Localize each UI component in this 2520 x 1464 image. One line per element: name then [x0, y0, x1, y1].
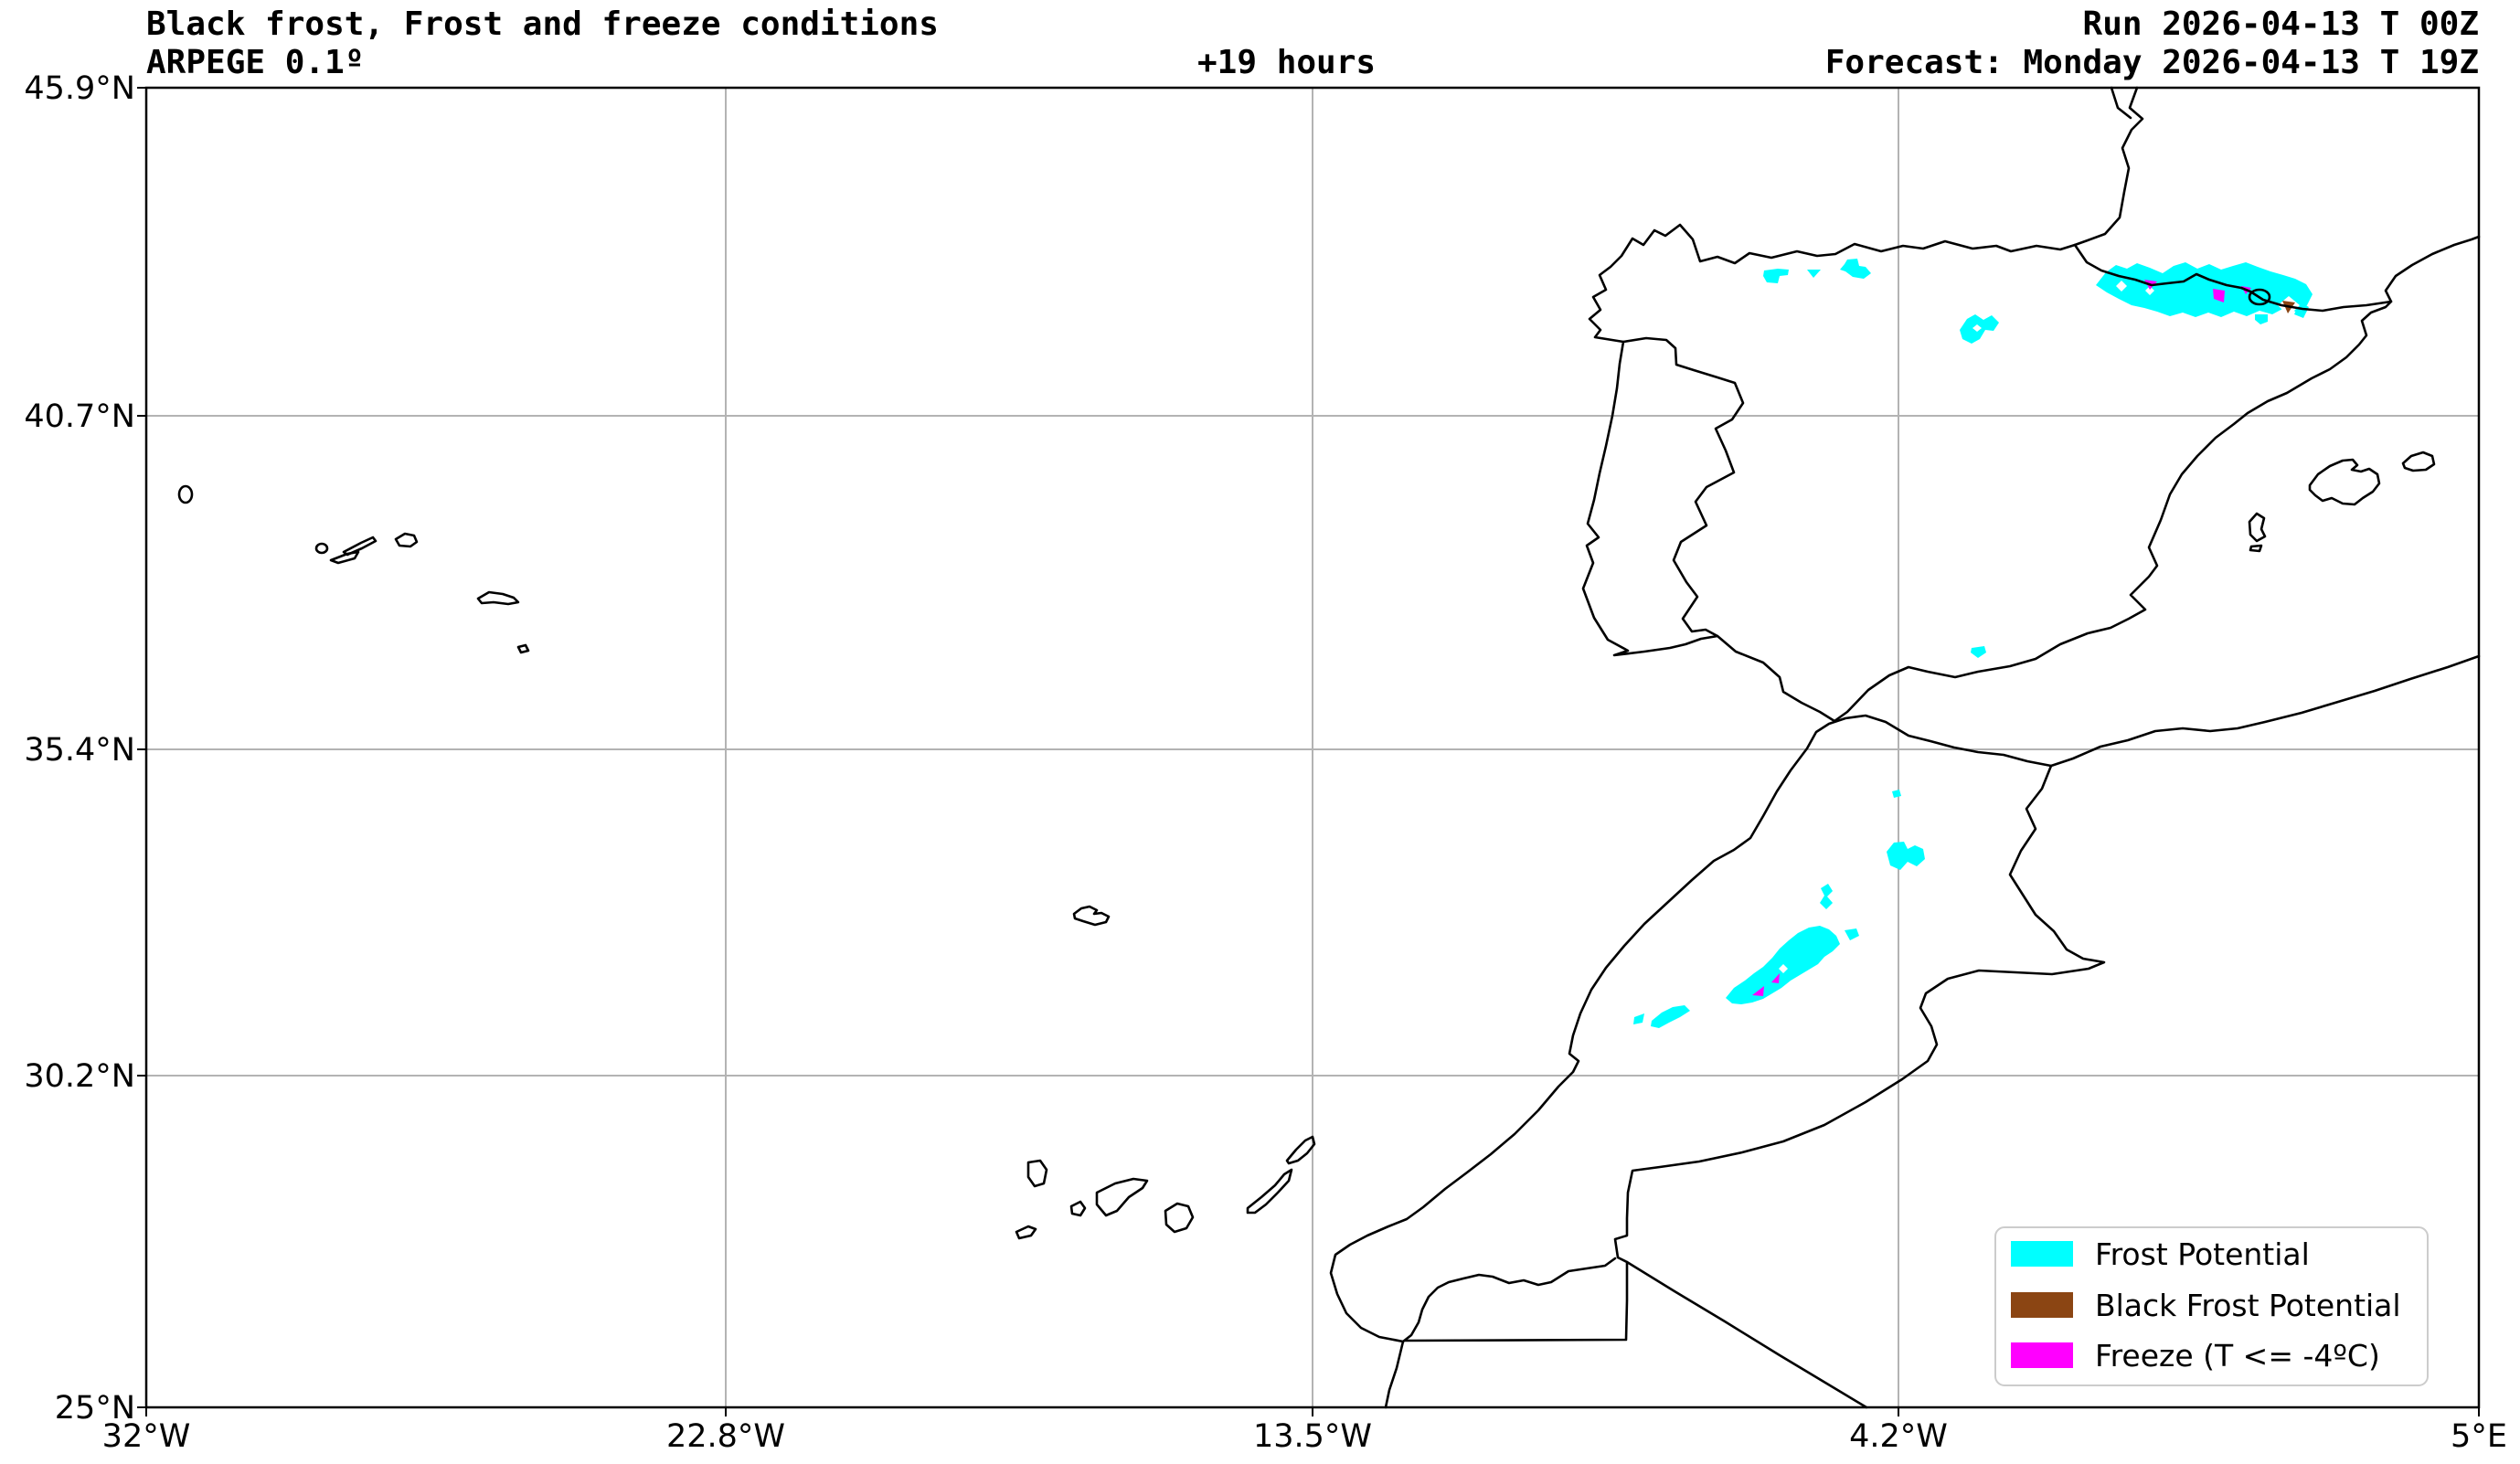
legend-swatch-black-frost: [2011, 1292, 2073, 1318]
island: [1246, 1168, 1293, 1215]
tick-marks: [137, 87, 2480, 1416]
frost-patch: [1971, 646, 1986, 658]
forecast-label: Forecast: Monday 2026-04-13 T 19Z: [1825, 44, 2479, 81]
x-tick-label: 32°W: [102, 1418, 191, 1455]
model-label: ARPEGE 0.1º: [146, 44, 364, 81]
island: [2249, 544, 2263, 553]
contour-hole: [1779, 964, 1788, 973]
legend-swatch-frost: [2011, 1241, 2073, 1267]
coastline-azores: [177, 484, 530, 654]
island: [177, 484, 194, 504]
island: [516, 643, 530, 654]
freeze-patch: [1752, 986, 1764, 996]
border-western-sahara: [1401, 1257, 1617, 1343]
border-spain-portugal: [1622, 336, 1745, 638]
freeze-patch: [2213, 289, 2225, 302]
island: [342, 536, 377, 557]
contour-holes: [1779, 281, 2300, 973]
x-tick-label: 13.5°W: [1253, 1418, 1372, 1455]
coastline-north-africa: [1329, 654, 2481, 1409]
lead-time-label: +19 hours: [1197, 44, 1376, 81]
y-tick-label: 35.4°N: [24, 732, 135, 769]
frost-patch: [1840, 259, 1871, 279]
border-morocco-algeria: [1403, 764, 2106, 1342]
frost-patch: [1807, 270, 1821, 278]
contour-hole: [1972, 324, 1982, 332]
frost-patch: [1845, 928, 1859, 940]
border-spain-france: [2073, 243, 2393, 313]
y-tick-label: 25°N: [55, 1390, 135, 1427]
legend-item-frost: Frost Potential: [2011, 1236, 2310, 1272]
y-axis: 45.9°N 40.7°N 35.4°N 30.2°N 25°N: [24, 70, 135, 1427]
legend-box: [1994, 1226, 2429, 1386]
coastline-balearics: [2248, 451, 2436, 553]
x-axis: 32°W 22.8°W 13.5°W 4.2°W 5°E: [102, 1418, 2507, 1455]
coastlines-and-borders: [177, 86, 2481, 1409]
y-tick-label: 40.7°N: [24, 398, 135, 435]
island: [1095, 1177, 1149, 1217]
border-andorra: [2248, 288, 2271, 306]
frost-patch: [2255, 314, 2268, 324]
legend-label-freeze: Freeze (T <= -4ºC): [2095, 1338, 2380, 1374]
island: [2308, 458, 2381, 506]
legend-label-black-frost: Black Frost Potential: [2095, 1288, 2401, 1323]
coastline-iberia-france: [1581, 86, 2481, 723]
frost-patch-pyrenees: [2096, 262, 2313, 317]
frost-patch: [1763, 269, 1789, 283]
contour-hole: [2116, 281, 2127, 292]
island: [476, 590, 520, 606]
y-tick-label: 30.2°N: [24, 1058, 135, 1095]
island: [1026, 1159, 1048, 1188]
x-tick-label: 5°E: [2451, 1418, 2507, 1455]
y-tick-label: 45.9°N: [24, 70, 135, 107]
island: [314, 542, 329, 555]
x-tick-label: 4.2°W: [1849, 1418, 1948, 1455]
island: [2401, 451, 2436, 472]
border-algeria-mauritania: [1625, 1260, 1868, 1409]
island: [394, 532, 419, 548]
legend-item-black-frost: Black Frost Potential: [2011, 1288, 2401, 1323]
x-tick-label: 22.8°W: [666, 1418, 785, 1455]
legend-label-frost: Frost Potential: [2095, 1236, 2310, 1272]
frost-patch: [1887, 842, 1925, 870]
island: [1164, 1202, 1195, 1234]
coastline-gironde-estuary: [2110, 86, 2132, 120]
frost-potential-areas: [1633, 259, 2313, 1028]
run-label: Run 2026-04-13 T 00Z: [2083, 5, 2479, 43]
island: [1285, 1135, 1316, 1165]
coastline-madeira: [1072, 905, 1111, 927]
page-title: Black frost, Frost and freeze conditions: [146, 5, 939, 43]
legend-swatch-freeze: [2011, 1342, 2073, 1368]
freeze-patch: [1771, 973, 1780, 983]
legend-item-freeze: Freeze (T <= -4ºC): [2011, 1338, 2380, 1374]
frost-patch: [1820, 884, 1833, 909]
island: [329, 550, 360, 565]
frost-patch: [1651, 1005, 1690, 1028]
island: [1015, 1225, 1037, 1240]
contour-hole: [2145, 286, 2154, 295]
coastline-canary-islands: [1015, 1135, 1316, 1240]
frost-patch: [1633, 1013, 1644, 1024]
gridlines: [146, 88, 2479, 1407]
legend: Frost Potential Black Frost Potential Fr…: [1994, 1226, 2429, 1386]
island: [1069, 1200, 1087, 1217]
frost-patch: [1892, 790, 1901, 798]
island: [2248, 512, 2267, 543]
